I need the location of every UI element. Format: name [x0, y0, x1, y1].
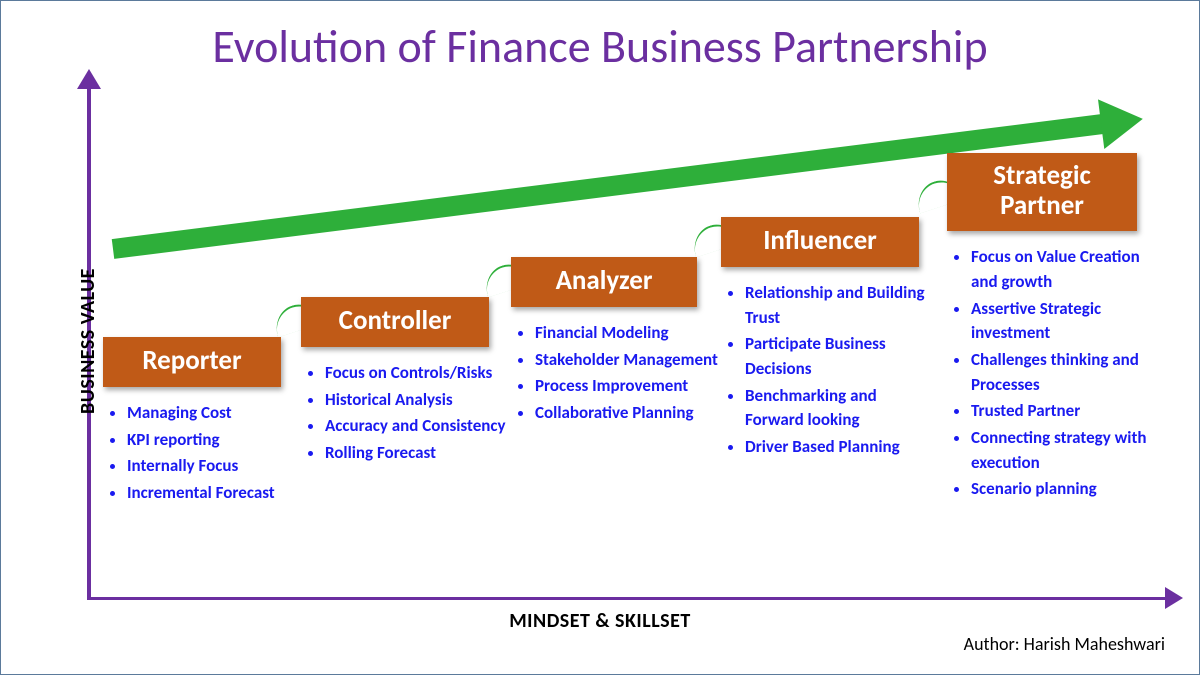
diagram-frame: Evolution of Finance Business Partnershi…	[0, 0, 1200, 675]
stage-title-box: Strategic Partner	[947, 153, 1137, 231]
stage-bullet-item: Rolling Forecast	[325, 441, 506, 466]
stage-bullet-item: Relationship and Building Trust	[745, 281, 937, 330]
stage-bullet-item: Stakeholder Management	[535, 348, 718, 373]
author-credit: Author: Harish Maheshwari	[964, 633, 1165, 655]
stage-bullet-item: Benchmarking and Forward looking	[745, 384, 937, 433]
stage-title-box: Influencer	[721, 217, 919, 267]
stage-bullet-item: Managing Cost	[127, 401, 281, 426]
x-axis-label: MINDSET & SKILLSET	[1, 609, 1199, 633]
stage-title-box: Reporter	[103, 337, 281, 387]
stage-bullet-item: Assertive Strategic investment	[971, 297, 1163, 346]
stage: Analyzer Financial ModelingStakeholder Ma…	[511, 257, 718, 428]
x-axis-line	[87, 597, 1171, 600]
stage-bullet-item: Incremental Forecast	[127, 481, 281, 506]
stage-bullet-item: Focus on Controls/Risks	[325, 361, 506, 386]
stage-bullets: Managing CostKPI reportingInternally Foc…	[109, 401, 281, 506]
stage-bullet-item: Accuracy and Consistency	[325, 414, 506, 439]
stage-bullet-item: Collaborative Planning	[535, 401, 718, 426]
stage-bullet-item: Trusted Partner	[971, 399, 1163, 424]
diagram-title: Evolution of Finance Business Partnershi…	[1, 19, 1199, 75]
stage-bullet-item: Scenario planning	[971, 477, 1163, 502]
y-axis-arrowhead-icon	[77, 69, 101, 89]
stage-bullet-item: Internally Focus	[127, 454, 281, 479]
stage-bullet-item: Connecting strategy with execution	[971, 426, 1163, 475]
stage-bullet-item: KPI reporting	[127, 428, 281, 453]
stage-bullet-item: Focus on Value Creation and growth	[971, 245, 1163, 294]
stage: Controller Focus on Controls/RisksHistori…	[301, 297, 506, 468]
stage-bullets: Focus on Value Creation and growthAssert…	[953, 245, 1163, 501]
stage-bullet-item: Financial Modeling	[535, 321, 718, 346]
stage-bullet-item: Participate Business Decisions	[745, 332, 937, 381]
stage: Influencer Relationship and Building Trus…	[721, 217, 937, 461]
stage: Reporter Managing CostKPI reportingIntern…	[103, 337, 281, 508]
y-axis-label: BUSINESS VALUE	[76, 268, 100, 414]
stage-bullet-item: Historical Analysis	[325, 388, 506, 413]
stage-bullet-item: Process Improvement	[535, 374, 718, 399]
stage-bullet-item: Challenges thinking and Processes	[971, 348, 1163, 397]
stage-title-box: Controller	[301, 297, 489, 347]
stage-bullet-item: Driver Based Planning	[745, 435, 937, 460]
stage-bullets: Focus on Controls/RisksHistorical Analys…	[307, 361, 506, 466]
stage-bullets: Relationship and Building TrustParticipa…	[727, 281, 937, 459]
stage-bullets: Financial ModelingStakeholder Management…	[517, 321, 718, 426]
x-axis-arrowhead-icon	[1165, 587, 1183, 609]
stage-title-box: Analyzer	[511, 257, 697, 307]
stage: Strategic Partner Focus on Value Creation…	[947, 153, 1163, 504]
